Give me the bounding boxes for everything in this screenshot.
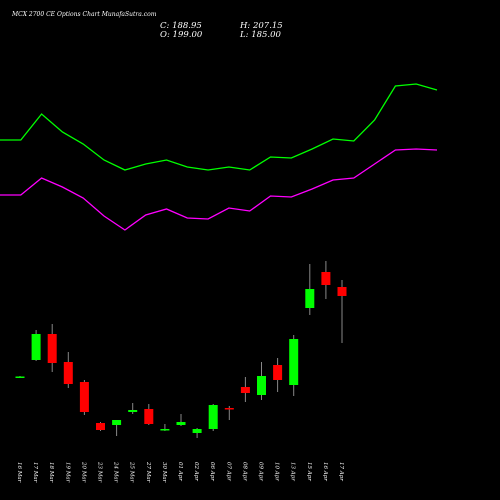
ohlc-high: H: 207.15 [239, 21, 283, 31]
candle-body [289, 339, 299, 385]
x-tick-label: 27 Mar [145, 461, 151, 483]
candle-body [305, 289, 315, 308]
candle-01-apr [176, 414, 186, 426]
x-tick-label: 10 Apr [274, 462, 280, 481]
x-tick-label: 13 Apr [290, 462, 296, 481]
x-tick-label: 06 Apr [209, 462, 215, 481]
candle-10-apr [273, 358, 283, 392]
x-tick-label: 08 Apr [241, 462, 247, 481]
x-axis-ticks: 16 Mar 17 Mar 18 Mar 19 Mar 20 Mar 23 Mar 24 M… [16, 461, 344, 483]
candle-body [144, 409, 154, 424]
candle-body [15, 376, 25, 378]
candle-16-mar [15, 376, 25, 378]
candles [15, 261, 347, 438]
candle-body [337, 287, 347, 296]
candle-body [63, 362, 73, 384]
candle-17-mar [31, 330, 41, 361]
x-tick-label: 23 Mar [97, 461, 103, 483]
candle-16-apr [321, 261, 331, 299]
x-tick-label: 20 Mar [80, 461, 86, 483]
candle-27-mar [144, 404, 154, 425]
x-tick-label: 07 Apr [225, 462, 231, 481]
candle-06-apr [208, 404, 218, 431]
band-lines [0, 83, 438, 231]
x-tick-label: 30 Mar [161, 462, 167, 483]
candle-08-apr [240, 377, 250, 402]
x-tick-label: 18 Mar [48, 462, 54, 483]
candle-02-apr [192, 428, 202, 438]
upper-band-line [0, 83, 438, 171]
candle-07-apr [224, 406, 234, 420]
candle-17-apr [337, 280, 347, 343]
candle-25-mar [128, 403, 138, 414]
x-tick-label: 01 Apr [177, 462, 183, 481]
candle-20-mar [79, 380, 89, 415]
candle-09-apr [257, 362, 266, 400]
x-tick-label: 25 Mar [129, 461, 135, 483]
candle-body [224, 408, 234, 410]
x-tick-label: 19 Mar [64, 462, 70, 483]
x-tick-label: 17 Apr [338, 462, 344, 481]
ohlc-low: L: 185.00 [239, 30, 282, 40]
candle-body [176, 422, 186, 425]
candle-body [128, 410, 138, 412]
ohlc-close: C: 188.95 [160, 21, 202, 31]
x-tick-label: 16 Mar [16, 462, 22, 483]
candle-body [31, 334, 41, 360]
candle-body [240, 387, 250, 393]
candle-body [321, 272, 331, 285]
candle-body [273, 365, 283, 380]
x-tick-label: 17 Mar [32, 462, 38, 483]
candle-24-mar [112, 420, 122, 436]
x-tick-label: 24 Mar [113, 461, 119, 483]
x-tick-label: 16 Apr [322, 462, 328, 481]
x-tick-label: 02 Apr [193, 462, 199, 481]
candle-body [257, 376, 266, 395]
candle-23-mar [96, 422, 105, 431]
candle-19-mar [63, 352, 73, 388]
candle-body [160, 429, 170, 431]
candle-body [79, 382, 89, 412]
candle-body [192, 429, 202, 433]
lower-band-line [0, 148, 438, 231]
candle-30-mar [160, 424, 170, 431]
x-tick-label: 09 Apr [258, 462, 264, 481]
candle-13-apr [289, 335, 299, 396]
x-tick-label: 15 Apr [306, 462, 312, 481]
candle-body [96, 423, 105, 430]
candle-body [208, 405, 218, 429]
chart-title: MCX 2700 CE Options Chart MunafaSutra.co… [11, 11, 157, 18]
candle-18-mar [47, 324, 57, 372]
candle-15-apr [305, 264, 315, 315]
ohlc-open: O: 199.00 [160, 30, 203, 40]
candle-body [112, 420, 122, 425]
candle-body [47, 334, 57, 363]
